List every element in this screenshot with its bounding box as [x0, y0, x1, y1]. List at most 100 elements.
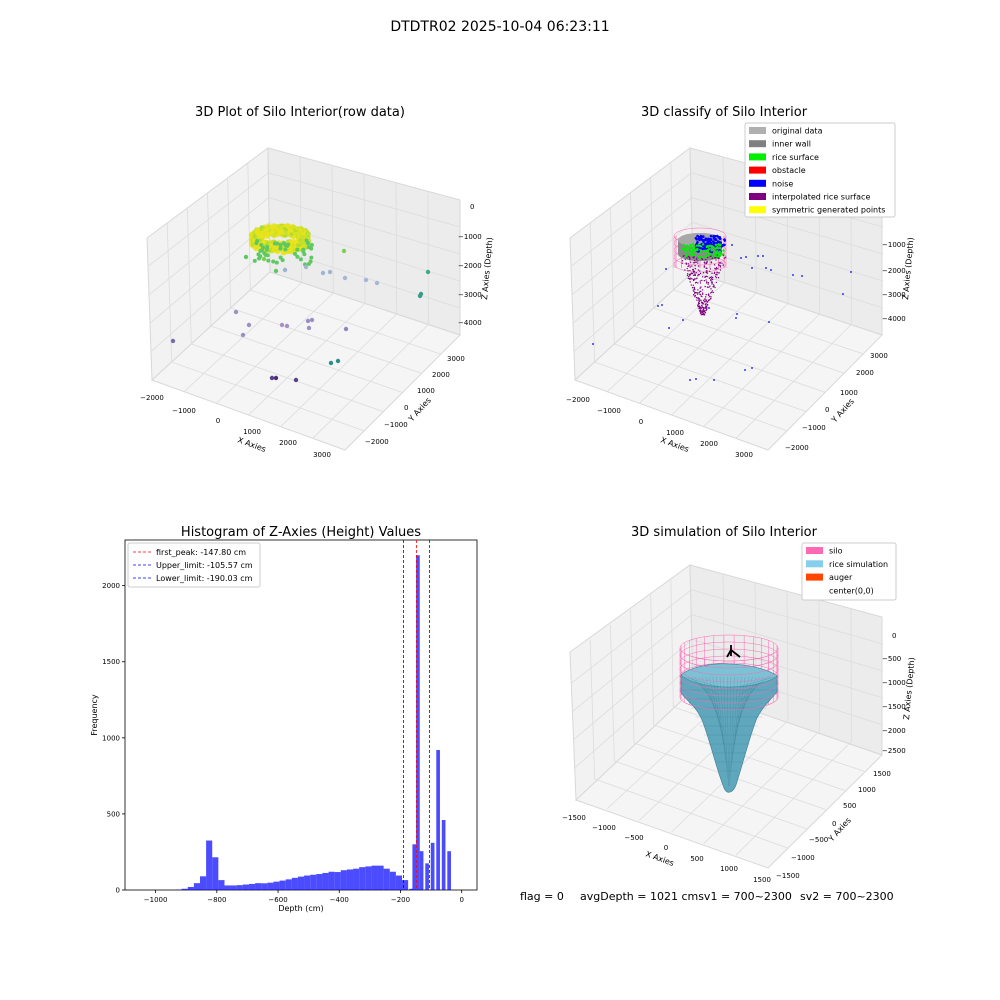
histogram-bar: [199, 876, 207, 890]
classify-rice-point: [690, 253, 694, 256]
classify-interp-point: [681, 262, 683, 264]
classify-ytick: −2000: [785, 444, 809, 452]
classify-interp-point: [688, 275, 690, 278]
classify-interp-point: [696, 292, 698, 294]
raw-point: [254, 241, 259, 246]
raw-ytick: 2000: [432, 371, 450, 379]
histogram-bar: [248, 883, 256, 890]
classify-rice-point: [702, 256, 705, 259]
classify-interp-point: [700, 307, 702, 310]
classify-interp-point: [718, 257, 720, 259]
classify-xtick: 2000: [700, 440, 718, 448]
classify-interp-point: [698, 300, 700, 303]
raw-point: [335, 358, 341, 364]
classify-interp-point: [704, 263, 706, 265]
grid-line: [227, 177, 232, 309]
histogram-bar: [371, 865, 378, 890]
classify-interp-point: [695, 261, 698, 263]
grid-line: [573, 663, 693, 769]
silo-wire-front-ring: [679, 654, 779, 669]
histogram-bar: [224, 885, 231, 890]
classify-interp-point: [693, 286, 695, 289]
histogram-bar: [409, 888, 414, 890]
rice-mesh-line: [736, 676, 760, 720]
classify-rice-point: [706, 253, 710, 256]
classify-interp-point: [718, 272, 720, 274]
histogram-bar: [425, 863, 429, 890]
classify-interp-point: [697, 260, 699, 262]
raw-point: [265, 245, 270, 250]
figure-suptitle: DTDTR02 2025-10-04 06:23:11: [390, 19, 609, 35]
raw-ytick: −2000: [365, 438, 389, 446]
raw-point: [305, 318, 311, 324]
classify-interp-point: [704, 306, 707, 308]
classify-plot-title: 3D classify of Silo Interior: [641, 105, 808, 120]
classify-noise-point: [665, 268, 667, 270]
grid-line: [268, 172, 461, 228]
classify-legend: original data inner wall rice surface obsta…: [744, 122, 896, 218]
histogram-ytick-label: 500: [107, 810, 120, 818]
classify-interp-point: [696, 293, 699, 295]
raw-point: [286, 242, 291, 247]
raw-point: [306, 245, 311, 250]
classify-interp-point: [713, 257, 716, 259]
classify-interp-point: [690, 284, 693, 286]
classify-rice-point: [684, 253, 688, 256]
classify-noise-point: [792, 274, 794, 276]
grid-line: [691, 614, 884, 672]
rice-simulation-surface: [679, 647, 779, 793]
grid-line: [572, 639, 693, 741]
raw-point: [293, 251, 298, 256]
classify-rice-point: [690, 251, 693, 254]
classify-rice-point: [682, 243, 685, 247]
histogram-bar: [279, 880, 286, 890]
classify-3d-plot: 3D classify of Silo Interior −2000 −1000…: [566, 105, 915, 459]
histogram-bar: [334, 872, 341, 890]
classify-rice-point: [713, 254, 717, 257]
classify-interp-point: [702, 299, 705, 302]
classify-rice-point: [718, 254, 722, 257]
histogram-ytick-label: 2000: [102, 582, 120, 590]
raw-ztick: −4000: [458, 319, 482, 327]
grid-line: [363, 173, 366, 304]
classify-noise-point: [721, 243, 725, 247]
classify-legend-swatch: [749, 193, 766, 200]
classify-interp-point: [689, 281, 691, 283]
grid-line: [207, 192, 212, 327]
classify-interp-point: [708, 286, 710, 289]
classify-noise-point: [736, 313, 738, 315]
classify-rice-point: [704, 249, 707, 253]
histogram-bar: [365, 866, 372, 890]
rice-mesh-line: [731, 676, 739, 770]
classify-interp-point: [700, 300, 702, 302]
grid-line: [818, 599, 821, 732]
grid-line: [269, 246, 461, 309]
classify-interp-point: [722, 254, 724, 257]
classify-rice-point: [685, 255, 688, 258]
grid-line: [150, 246, 270, 352]
classify-interp-point: [692, 289, 695, 291]
histogram-bar: [322, 872, 329, 890]
classify-interp-point: [698, 305, 701, 307]
simulation-ytick: 500: [843, 802, 856, 810]
histogram-reference-lines: [403, 540, 430, 890]
simulation-legend-label: rice simulation: [829, 560, 888, 569]
grid-line: [670, 579, 674, 708]
classify-interp-point: [692, 294, 695, 296]
classify-interp-point: [715, 281, 718, 284]
raw-ztick: −3000: [458, 291, 482, 299]
raw-point: [233, 309, 239, 315]
raw-tick-labels: −2000 −1000 0 1000 2000 3000 −2000 −1000…: [140, 203, 482, 459]
classify-interp-point: [713, 264, 716, 266]
classify-interp-point: [711, 282, 713, 284]
classify-interp-point: [710, 276, 713, 278]
classify-noise-point: [699, 246, 702, 250]
histogram-bar: [230, 885, 237, 890]
classify-rice-point: [696, 247, 699, 251]
classify-interp-point: [693, 256, 695, 258]
classify-legend-label: noise: [772, 179, 793, 188]
raw-point: [278, 242, 283, 247]
classify-rice-point: [719, 252, 723, 255]
classify-interp-point: [707, 283, 709, 285]
classify-interp-point: [688, 277, 690, 280]
